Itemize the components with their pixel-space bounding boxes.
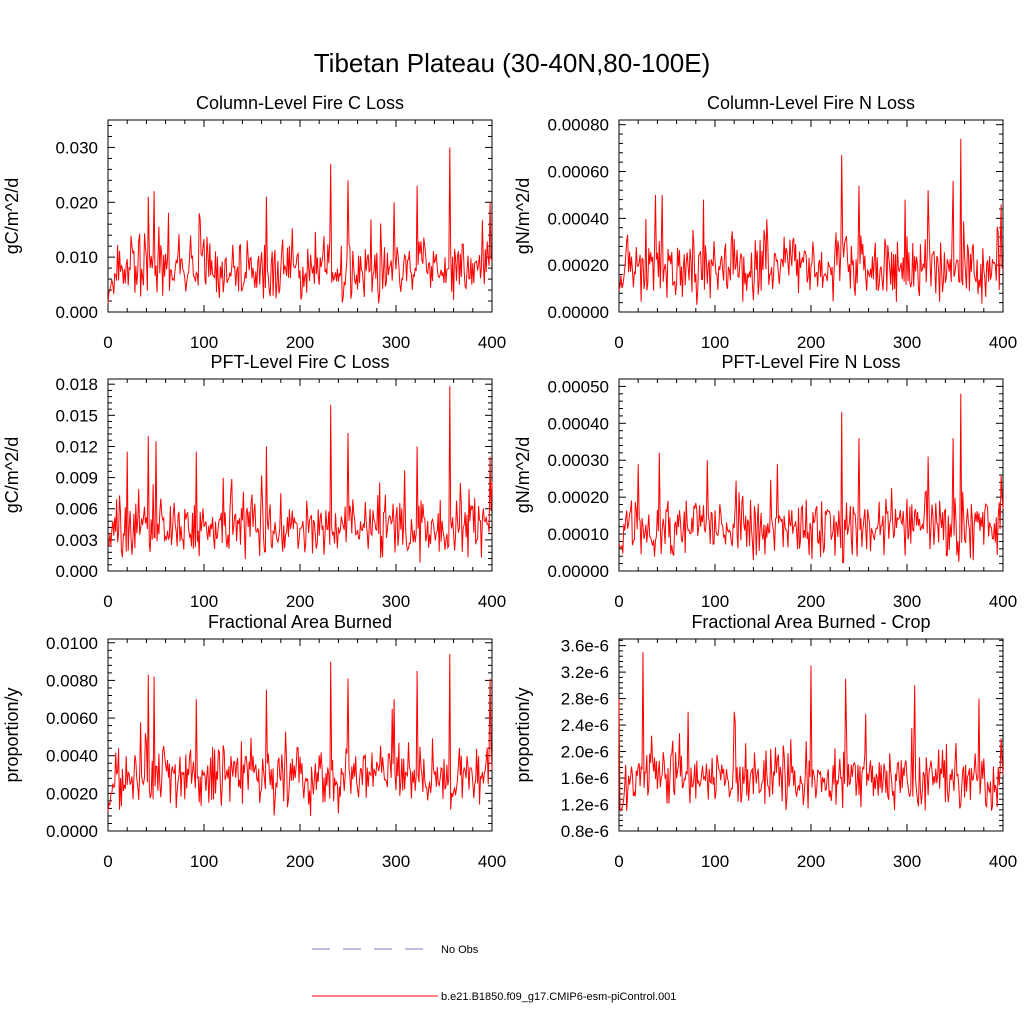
y-tick-label: 0.00040 xyxy=(548,209,609,228)
plot-frame xyxy=(107,638,493,832)
y-tick-label: 1.6e-6 xyxy=(561,769,609,788)
series-line xyxy=(107,654,493,817)
series-line xyxy=(618,652,1004,813)
y-tick-label: 0.000 xyxy=(55,562,98,581)
y-tick-label: 2.0e-6 xyxy=(561,743,609,762)
y-tick-label: 3.2e-6 xyxy=(561,663,609,682)
y-tick-label: 0.015 xyxy=(55,406,98,425)
x-tick-label: 200 xyxy=(797,333,825,352)
chart-title: Fractional Area Burned xyxy=(208,612,392,632)
y-axis-label: gC/m^2/d xyxy=(2,437,22,513)
y-tick-label: 0.00020 xyxy=(548,488,609,507)
y-tick-label: 0.010 xyxy=(55,248,98,267)
y-tick-label: 0.00030 xyxy=(548,451,609,470)
y-tick-label: 0.030 xyxy=(55,138,98,157)
y-tick-label: 0.0080 xyxy=(46,671,98,690)
x-tick-label: 200 xyxy=(286,333,314,352)
x-tick-label: 0 xyxy=(103,852,112,871)
x-tick-label: 0 xyxy=(614,333,623,352)
y-tick-label: 0.00040 xyxy=(548,414,609,433)
x-tick-label: 400 xyxy=(478,592,506,611)
plot-frame xyxy=(107,378,493,572)
y-axis-label: proportion/y xyxy=(513,687,533,782)
chart-panel-3: PFT-Level Fire C Loss gC/m^2/d 0 100 200 300 4… xyxy=(2,352,506,611)
y-tick-label: 0.00010 xyxy=(548,525,609,544)
y-tick-label: 0.003 xyxy=(55,531,98,550)
x-tick-label: 0 xyxy=(103,592,112,611)
series-line xyxy=(618,393,1004,564)
y-tick-label: 3.6e-6 xyxy=(561,637,609,656)
x-tick-label: 100 xyxy=(190,852,218,871)
x-tick-label: 100 xyxy=(701,333,729,352)
x-tick-label: 100 xyxy=(190,333,218,352)
chart-title: PFT-Level Fire N Loss xyxy=(721,352,900,372)
series-line xyxy=(107,147,493,304)
y-tick-label: 2.4e-6 xyxy=(561,716,609,735)
y-tick-label: 0.0060 xyxy=(46,709,98,728)
chart-panel-5: Fractional Area Burned proportion/y 0 100 20… xyxy=(2,612,506,871)
chart-title: Fractional Area Burned - Crop xyxy=(691,612,930,632)
x-tick-label: 200 xyxy=(797,592,825,611)
y-tick-label: 0.0100 xyxy=(46,634,98,653)
y-tick-label: 0.006 xyxy=(55,500,98,519)
chart-panel-6: Fractional Area Burned - Crop proportion/… xyxy=(513,612,1017,871)
x-tick-label: 400 xyxy=(989,333,1017,352)
series-line xyxy=(618,138,1004,305)
x-tick-label: 400 xyxy=(478,852,506,871)
y-tick-label: 0.0020 xyxy=(46,784,98,803)
x-tick-label: 200 xyxy=(797,852,825,871)
x-tick-label: 300 xyxy=(893,852,921,871)
y-tick-label: 0.00080 xyxy=(548,116,609,135)
legend: No Obs b.e21.B1850.f09_g17.CMIP6-esm-piC… xyxy=(312,944,676,1003)
y-tick-label: 0.009 xyxy=(55,469,98,488)
x-tick-label: 400 xyxy=(989,852,1017,871)
y-tick-label: 0.00060 xyxy=(548,163,609,182)
x-tick-label: 400 xyxy=(989,592,1017,611)
chart-title: PFT-Level Fire C Loss xyxy=(210,352,389,372)
x-tick-label: 300 xyxy=(893,592,921,611)
x-tick-label: 300 xyxy=(382,333,410,352)
y-tick-label: 0.00000 xyxy=(548,303,609,322)
y-axis-label: gC/m^2/d xyxy=(2,178,22,254)
y-tick-label: 0.00000 xyxy=(548,562,609,581)
x-tick-label: 100 xyxy=(190,592,218,611)
chart-title: Column-Level Fire C Loss xyxy=(196,93,404,113)
chart-panel-2: Column-Level Fire N Loss gN/m^2/d 0 100 200 3… xyxy=(513,93,1017,352)
x-tick-label: 0 xyxy=(103,333,112,352)
x-tick-label: 0 xyxy=(614,592,623,611)
x-tick-label: 100 xyxy=(701,852,729,871)
x-tick-label: 200 xyxy=(286,592,314,611)
y-tick-label: 0.020 xyxy=(55,193,98,212)
x-tick-label: 300 xyxy=(893,333,921,352)
chart-panel-4: PFT-Level Fire N Loss gN/m^2/d 0 100 200 300 4… xyxy=(513,352,1017,611)
x-tick-label: 0 xyxy=(614,852,623,871)
legend-model-label: b.e21.B1850.f09_g17.CMIP6-esm-piControl.… xyxy=(441,991,676,1003)
x-tick-label: 300 xyxy=(382,592,410,611)
x-tick-label: 300 xyxy=(382,852,410,871)
series-line xyxy=(107,386,493,563)
x-tick-label: 400 xyxy=(478,333,506,352)
chart-panel-1: Column-Level Fire C Loss gC/m^2/d 0 100 200 3… xyxy=(2,93,506,352)
y-tick-label: 1.2e-6 xyxy=(561,796,609,815)
y-tick-label: 0.8e-6 xyxy=(561,822,609,841)
y-tick-label: 2.8e-6 xyxy=(561,690,609,709)
chart-title: Column-Level Fire N Loss xyxy=(707,93,915,113)
y-tick-label: 0.012 xyxy=(55,437,98,456)
figure-title: Tibetan Plateau (30-40N,80-100E) xyxy=(314,48,711,78)
y-tick-label: 0.0000 xyxy=(46,822,98,841)
y-tick-label: 0.00050 xyxy=(548,377,609,396)
y-tick-label: 0.00020 xyxy=(548,256,609,275)
y-tick-label: 0.000 xyxy=(55,303,98,322)
panels: Column-Level Fire C Loss gC/m^2/d 0 100 200 3… xyxy=(2,93,1017,871)
x-tick-label: 100 xyxy=(701,592,729,611)
legend-no-obs-label: No Obs xyxy=(441,944,479,956)
y-tick-label: 0.0040 xyxy=(46,747,98,766)
y-axis-label: gN/m^2/d xyxy=(513,178,533,254)
y-tick-label: 0.018 xyxy=(55,375,98,394)
y-axis-label: proportion/y xyxy=(2,687,22,782)
x-tick-label: 200 xyxy=(286,852,314,871)
y-axis-label: gN/m^2/d xyxy=(513,437,533,513)
